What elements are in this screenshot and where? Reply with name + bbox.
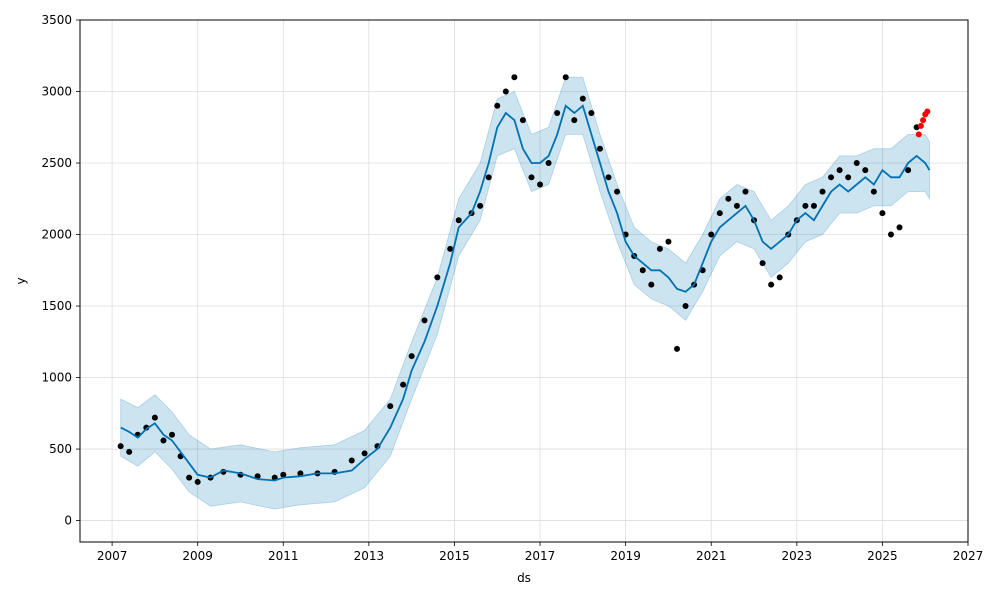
observed-point (905, 167, 912, 174)
y-tick-label: 500 (49, 442, 72, 456)
y-tick-label: 1500 (41, 299, 72, 313)
x-tick-label: 2027 (953, 549, 984, 563)
forecast-line (120, 104, 931, 482)
observed-points-layer (117, 74, 931, 485)
plot-area-frame (79, 19, 969, 543)
observed-point (477, 202, 484, 209)
observed-point (519, 117, 526, 124)
observed-point (348, 457, 355, 464)
observed-point (596, 145, 603, 152)
x-tick-label: 2013 (354, 549, 385, 563)
observed-point (588, 109, 595, 116)
uncertainty-band-layer (120, 76, 930, 510)
y-axis-ticks: 0 500 1000 1500 2000 2500 3000 3500 (41, 13, 80, 528)
y-tick-label: 2500 (41, 156, 72, 170)
observed-point (485, 174, 492, 181)
observed-point (614, 188, 621, 195)
observed-point (169, 431, 176, 438)
observed-point (421, 317, 428, 324)
recent-observed-point (924, 108, 931, 115)
observed-point (776, 274, 783, 281)
observed-point (387, 403, 394, 410)
observed-point (742, 188, 749, 195)
observed-point (896, 224, 903, 231)
x-tick-label: 2021 (696, 549, 727, 563)
observed-point (708, 231, 715, 238)
observed-point (802, 202, 809, 209)
recent-observed-point (917, 122, 924, 129)
observed-point (545, 160, 552, 167)
y-tick-label: 3500 (41, 13, 72, 27)
observed-point (862, 167, 869, 174)
x-axis-label: ds (517, 571, 531, 585)
x-tick-label: 2007 (97, 549, 128, 563)
observed-point (280, 471, 287, 478)
observed-point (160, 437, 167, 444)
x-tick-label: 2011 (268, 549, 299, 563)
observed-point (733, 202, 740, 209)
observed-point (126, 448, 133, 455)
observed-point (665, 238, 672, 245)
x-tick-label: 2015 (439, 549, 470, 563)
observed-point (117, 443, 124, 450)
observed-point (494, 102, 501, 109)
y-tick-label: 1000 (41, 371, 72, 385)
observed-point (656, 245, 663, 252)
observed-point (639, 267, 646, 274)
recent-observed-point (915, 131, 922, 138)
observed-point (194, 478, 201, 485)
x-tick-label: 2019 (610, 549, 641, 563)
observed-point (810, 202, 817, 209)
observed-point (562, 74, 569, 81)
forecast-line-layer (120, 104, 931, 482)
observed-point (879, 210, 886, 217)
observed-point (870, 188, 877, 195)
x-tick-label: 2009 (182, 549, 213, 563)
x-tick-label: 2023 (782, 549, 813, 563)
observed-point (605, 174, 612, 181)
x-axis-ticks: 2007 2009 2011 2013 2015 2017 2019 2021 2023 2025… (97, 542, 983, 563)
observed-point (759, 260, 766, 267)
observed-point (819, 188, 826, 195)
x-tick-label: 2017 (525, 549, 556, 563)
observed-point (716, 210, 723, 217)
observed-point (579, 95, 586, 102)
y-axis-label: y (14, 277, 28, 284)
observed-point (673, 345, 680, 352)
observed-point (845, 174, 852, 181)
observed-point (297, 470, 304, 477)
observed-point (528, 174, 535, 181)
observed-point (836, 167, 843, 174)
observed-point (502, 88, 509, 95)
observed-point (682, 303, 689, 310)
observed-point (768, 281, 775, 288)
observed-point (648, 281, 655, 288)
observed-point (186, 474, 193, 481)
observed-point (447, 245, 454, 252)
observed-point (143, 424, 150, 431)
observed-point (828, 174, 835, 181)
observed-point (455, 217, 462, 224)
observed-point (151, 414, 158, 421)
observed-point (511, 74, 518, 81)
observed-point (537, 181, 544, 188)
observed-point (853, 160, 860, 167)
y-tick-label: 3000 (41, 85, 72, 99)
observed-point (554, 109, 561, 116)
x-tick-label: 2025 (867, 549, 898, 563)
observed-point (434, 274, 441, 281)
observed-point (725, 195, 732, 202)
y-tick-label: 2000 (41, 228, 72, 242)
observed-point (400, 381, 407, 388)
observed-point (361, 450, 368, 457)
observed-point (408, 353, 415, 360)
uncertainty-band (120, 76, 930, 510)
observed-point (571, 117, 578, 124)
recent-observed-point (920, 117, 927, 124)
observed-point (887, 231, 894, 238)
y-tick-label: 0 (64, 514, 72, 528)
